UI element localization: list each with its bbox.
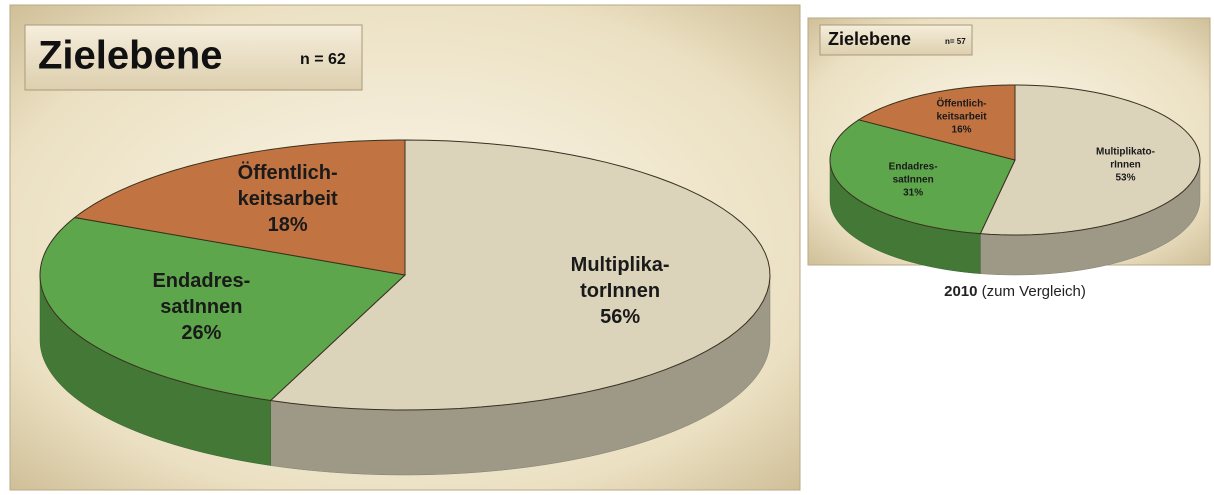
slice-label: keitsarbeit	[937, 111, 988, 122]
pie-slice	[269, 139, 771, 411]
value-label: 16%	[952, 124, 972, 135]
slice-label: Endadres-	[889, 161, 938, 172]
slice-label: Multiplikato-	[1096, 146, 1155, 157]
slice-label: satInnen	[160, 296, 242, 318]
pie-slice	[73, 139, 406, 276]
value-label: 31%	[903, 187, 923, 198]
chart-title: Zielebene	[828, 29, 911, 49]
slice-label: Endadres-	[152, 270, 250, 292]
chart-subtitle: n = 62	[300, 51, 346, 68]
chart-subtitle: n= 57	[945, 37, 966, 46]
value-label: 18%	[268, 214, 308, 236]
pie-slice	[39, 216, 407, 402]
pie-slice	[857, 84, 1016, 161]
value-label: 53%	[1115, 172, 1135, 183]
caption-text: (zum Vergleich)	[982, 283, 1086, 300]
slice-label: Öffentlich-	[937, 96, 987, 109]
title-box	[819, 24, 973, 56]
caption: 2010 (zum Vergleich)	[944, 283, 1086, 300]
value-label: 56%	[600, 306, 640, 328]
slice-label: keitsarbeit	[238, 188, 338, 210]
slice-label: Multiplika-	[571, 254, 670, 276]
caption-year: 2010	[944, 283, 977, 300]
pie-slice	[979, 84, 1201, 236]
slice-label: Öffentlich-	[238, 161, 338, 184]
value-label: 26%	[181, 322, 221, 344]
slice-label: satInnen	[893, 174, 934, 185]
slice-label: rInnen	[1110, 159, 1141, 170]
chart-title: Zielebene	[38, 34, 223, 78]
slice-label: torInnen	[580, 280, 660, 302]
title-box	[24, 24, 363, 91]
